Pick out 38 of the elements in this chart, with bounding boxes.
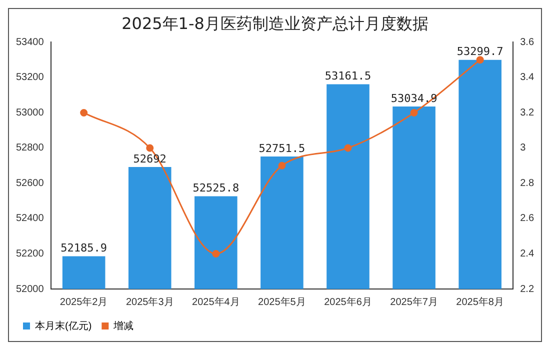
x-tick-label: 2025年8月 (456, 296, 504, 308)
point (410, 108, 418, 116)
point (212, 250, 220, 258)
chart-title: 2025年1-8月医药制造业资产总计月度数据 (122, 14, 428, 33)
x-tick-label: 2025年4月 (192, 296, 240, 308)
x-tick-label: 2025年3月 (126, 296, 174, 308)
y2-tick-label: 3.4 (520, 72, 534, 84)
y2-tick-label: 2.4 (520, 248, 534, 260)
text: 52525.8 (192, 182, 240, 195)
point (278, 162, 286, 170)
y-tick-label: 52600 (16, 178, 44, 189)
y-tick-label: 53400 (16, 36, 44, 48)
point (476, 56, 484, 64)
y2-tick-label: 3.6 (520, 36, 534, 48)
y-tick-label: 53000 (16, 107, 44, 118)
y2-tick-label: 2.6 (520, 213, 534, 224)
y-tick-label: 53200 (16, 72, 44, 84)
legend-label: 本月末(亿元) (35, 320, 92, 332)
x-tick-label: 2025年6月 (324, 296, 372, 308)
legend-label: 增减 (112, 320, 134, 332)
y-tick-label: 52800 (16, 142, 44, 154)
y2-tick-label: 3.2 (520, 107, 534, 118)
x-tick-label: 2025年2月 (60, 296, 108, 308)
point (146, 144, 154, 152)
x-tick-label: 2025年5月 (258, 296, 306, 308)
y-tick-label: 52400 (16, 213, 44, 224)
point (80, 108, 88, 116)
y2-tick-label: 2.2 (520, 284, 534, 295)
x-tick-label: 2025年7月 (390, 296, 438, 308)
point (344, 144, 352, 152)
text: 53161.5 (324, 70, 372, 83)
y-tick-label: 52000 (16, 284, 44, 295)
text: 52751.5 (258, 142, 306, 155)
text: 53299.7 (456, 45, 504, 58)
text: 52185.9 (60, 242, 108, 255)
y2-tick-label: 2.8 (520, 178, 534, 189)
y-tick-label: 52200 (16, 248, 44, 260)
y2-tick-label: 3 (520, 142, 526, 154)
